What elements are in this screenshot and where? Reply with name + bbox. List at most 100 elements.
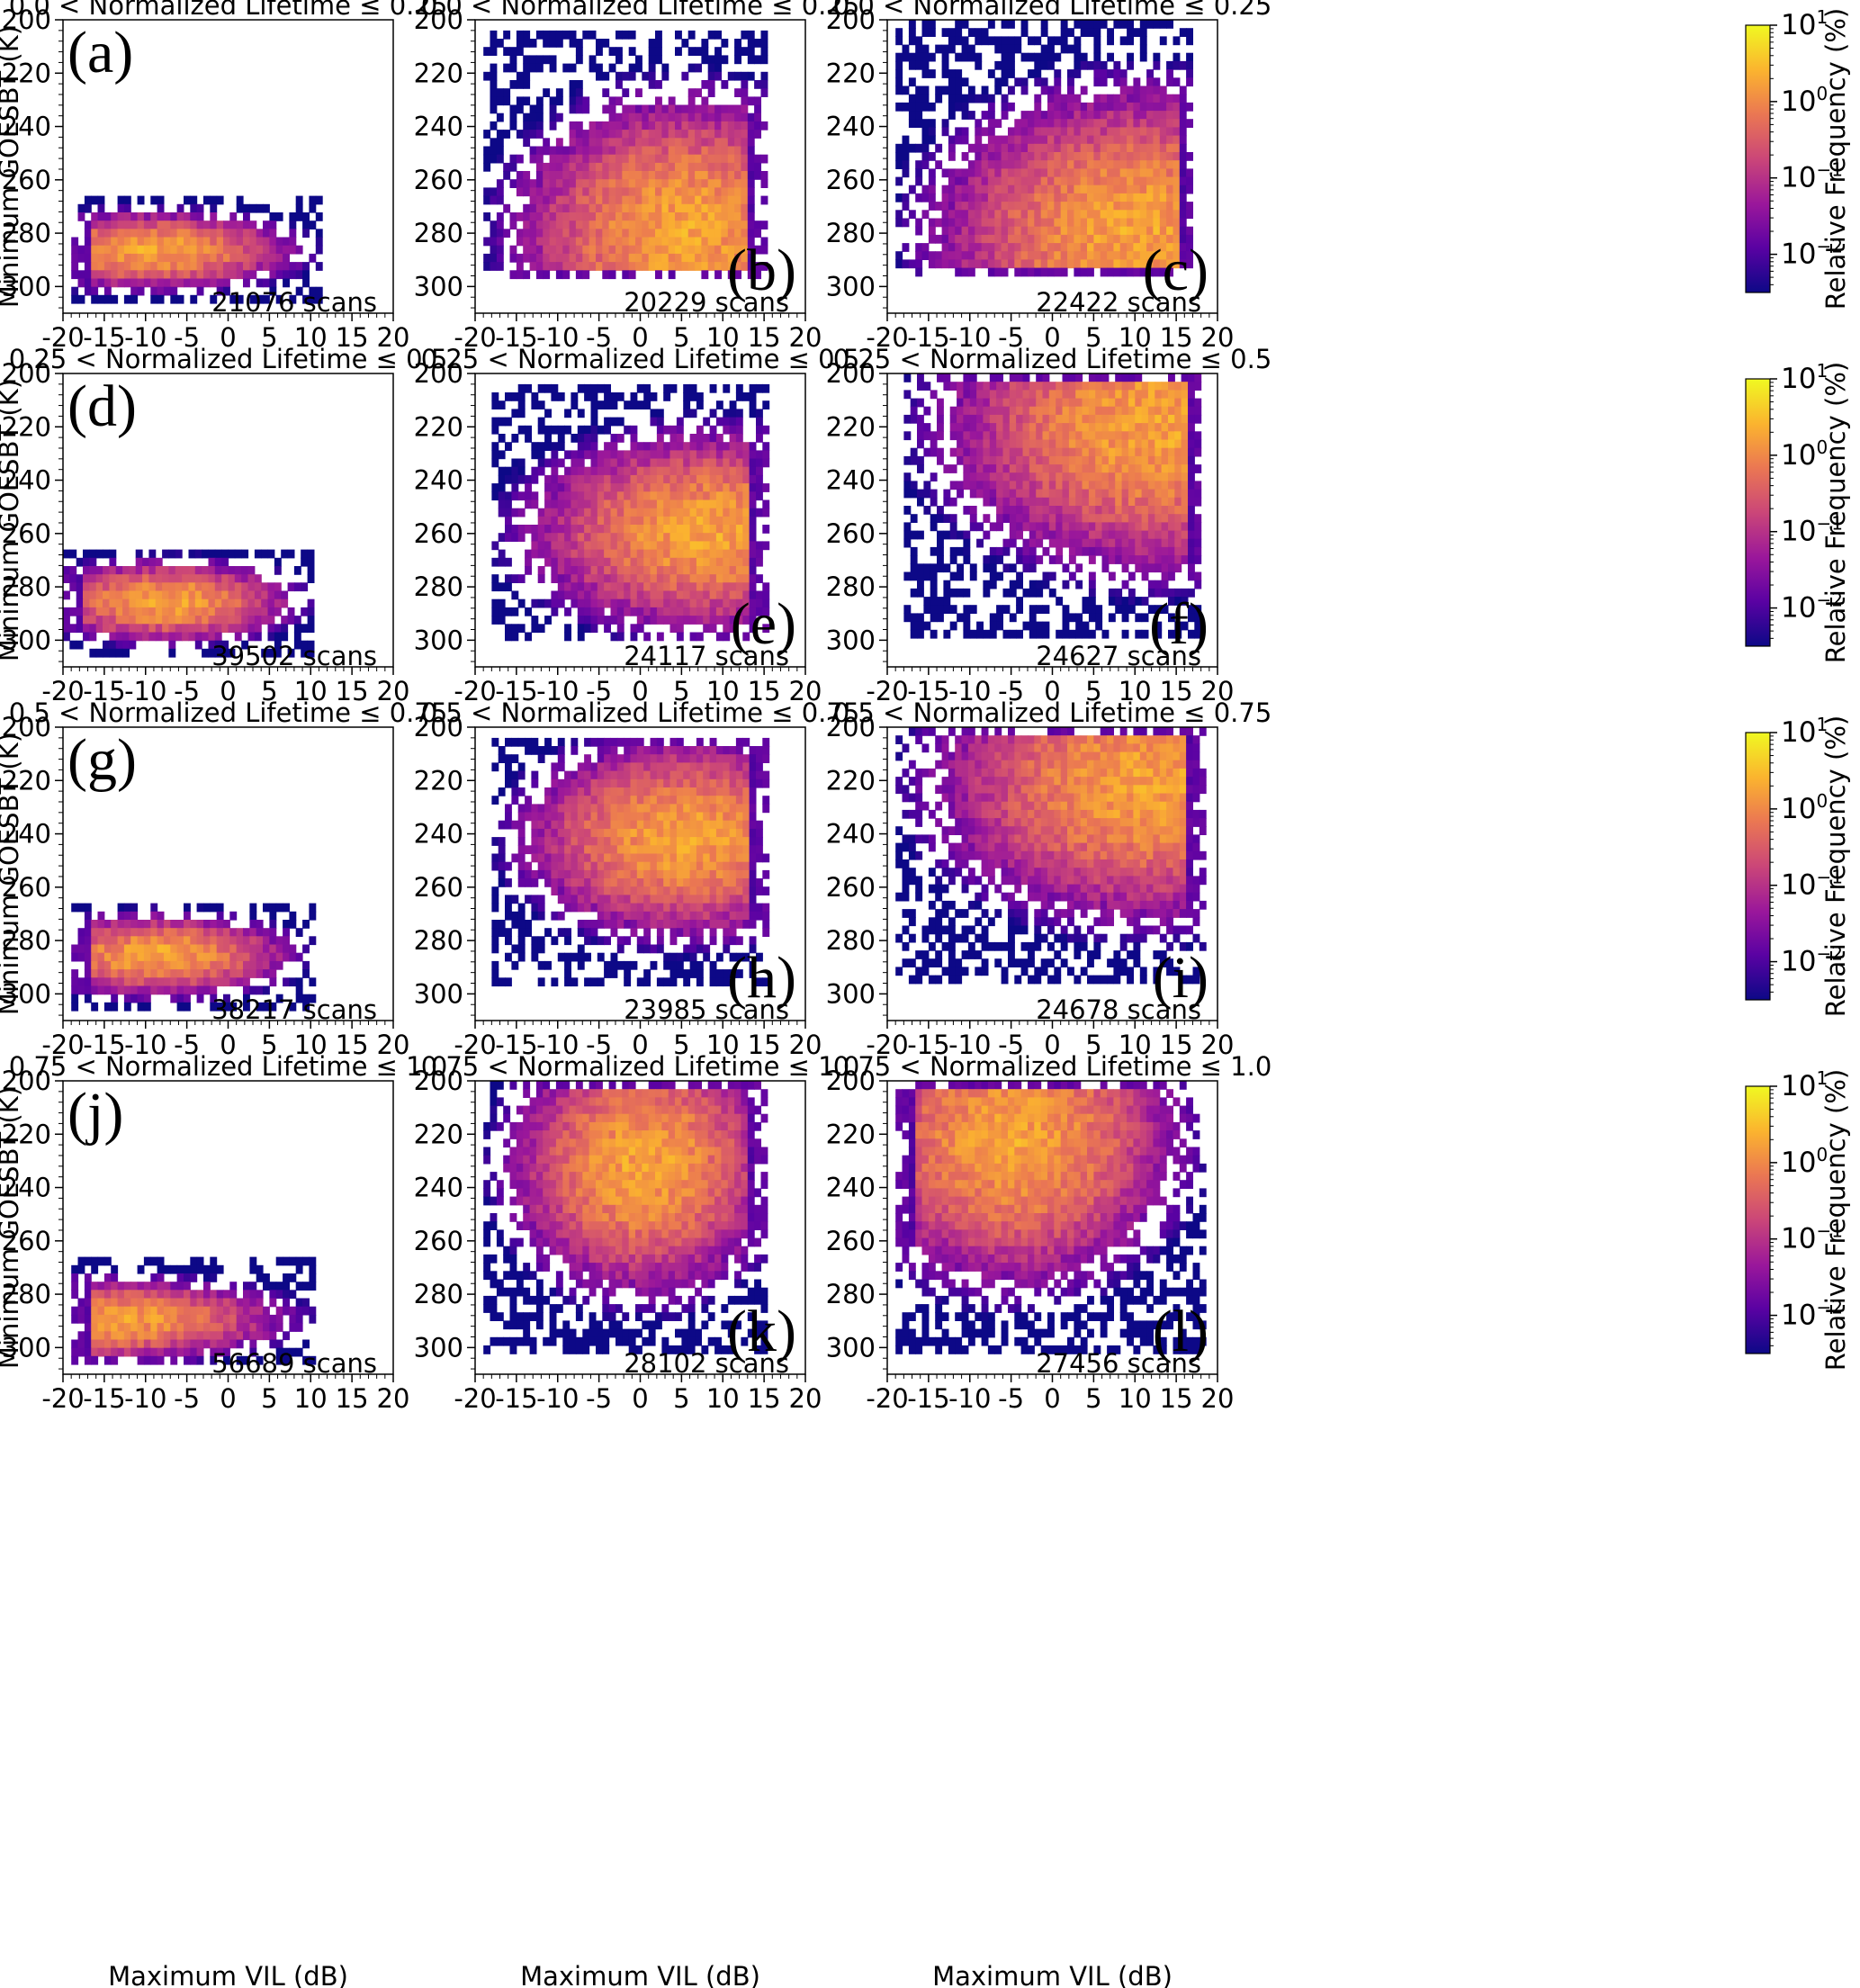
heatmap-cell (602, 253, 610, 263)
heatmap-cell (689, 574, 697, 583)
heatmap-cell (1082, 414, 1090, 424)
heatmap-cell (122, 648, 130, 658)
heatmap-cell (707, 171, 715, 180)
heatmap-cell (976, 538, 984, 548)
heatmap-cell (729, 499, 737, 509)
heatmap-cell (1133, 259, 1141, 269)
heatmap-cell (89, 598, 97, 608)
heatmap-cell (1087, 111, 1094, 120)
heatmap-cell (1135, 447, 1143, 457)
heatmap-cell (1139, 251, 1147, 260)
heatmap-cell (687, 229, 696, 238)
heatmap-cell (182, 624, 189, 634)
heatmap-cell (509, 55, 517, 65)
heatmap-cell (597, 590, 605, 600)
heatmap-cell (1100, 20, 1108, 29)
heatmap-cell (157, 253, 165, 263)
heatmap-cell (103, 549, 110, 559)
heatmap-cell (1174, 455, 1182, 465)
heatmap-cell (590, 450, 598, 460)
heatmap-cell (1119, 251, 1128, 260)
heatmap-cell (948, 184, 956, 194)
heatmap-cell (1179, 60, 1187, 70)
heatmap-cell (289, 212, 297, 221)
heatmap-cell (975, 152, 983, 161)
heatmap-cell (895, 251, 903, 260)
heatmap-cell (498, 466, 506, 476)
heatmap-cell (505, 474, 512, 484)
heatmap-cell (1155, 414, 1163, 424)
heatmap-cell (176, 220, 184, 229)
heatmap-cell (496, 138, 504, 148)
heatmap-cell (941, 226, 949, 236)
heatmap-cell (1009, 497, 1017, 507)
heatmap-cell (491, 392, 499, 401)
heatmap-cell (157, 245, 165, 255)
heatmap-cell (190, 262, 198, 271)
heatmap-cell (84, 220, 92, 229)
heatmap-cell (254, 549, 262, 559)
heatmap-cell (1047, 160, 1055, 169)
heatmap-cell (483, 130, 491, 139)
heatmap-cell (109, 590, 117, 600)
heatmap-cell (602, 171, 610, 180)
heatmap-cell (1179, 210, 1187, 220)
heatmap-cell (955, 127, 963, 137)
heatmap-cell (910, 447, 918, 457)
heatmap-cell (675, 47, 682, 56)
heatmap-cell (1139, 111, 1147, 120)
heatmap-cell (214, 566, 222, 575)
heatmap-cell (650, 590, 658, 600)
heatmap-cell (1146, 202, 1154, 211)
heatmap-cell (969, 472, 977, 481)
heatmap-cell (1062, 406, 1070, 416)
heatmap-cell (236, 237, 244, 247)
heatmap-cell (1093, 20, 1101, 29)
heatmap-cell (575, 130, 583, 139)
heatmap-cell (741, 112, 749, 122)
heatmap-cell (648, 171, 656, 180)
heatmap-cell (109, 574, 117, 583)
heatmap-cell (917, 431, 924, 441)
heatmap-cell (957, 414, 964, 424)
heatmap-cell (1080, 102, 1088, 112)
heatmap-cell (157, 278, 165, 288)
heatmap-cell (762, 607, 770, 616)
heatmap-cell (596, 245, 603, 255)
heatmap-cell (1108, 398, 1116, 408)
heatmap-cell (602, 138, 610, 148)
heatmap-cell (1001, 168, 1009, 178)
heatmap-cell (1054, 102, 1062, 112)
heatmap-cell (1040, 85, 1048, 95)
heatmap-cell (203, 229, 211, 238)
heatmap-cell (216, 270, 224, 280)
heatmap-cell (948, 176, 956, 186)
heatmap-cell (714, 237, 722, 247)
heatmap-cell (483, 212, 491, 221)
heatmap-cell (1166, 152, 1173, 161)
heatmap-cell (642, 104, 650, 114)
y-tick-label: 240 (2, 112, 51, 142)
heatmap-cell (624, 483, 632, 492)
heatmap-cell (229, 253, 238, 263)
heatmap-cell (1153, 60, 1161, 70)
heatmap-cell (663, 598, 671, 608)
heatmap-cell (1060, 193, 1068, 202)
heatmap-cell (525, 434, 532, 443)
heatmap-cell (1074, 69, 1082, 78)
heatmap-cell (1135, 530, 1143, 540)
heatmap-cell (917, 423, 924, 432)
heatmap-cell (590, 499, 598, 509)
heatmap-cell (503, 229, 511, 238)
heatmap-cell (749, 541, 757, 551)
heatmap-cell (589, 203, 597, 213)
heatmap-cell (762, 442, 770, 451)
heatmap-cell (498, 508, 506, 517)
heatmap-cell (168, 549, 176, 559)
heatmap-cell (1135, 382, 1143, 391)
heatmap-cell (168, 648, 176, 658)
heatmap-cell (643, 574, 651, 583)
heatmap-cell (696, 607, 704, 616)
heatmap-cell (669, 516, 678, 526)
heatmap-cell (1113, 111, 1121, 120)
